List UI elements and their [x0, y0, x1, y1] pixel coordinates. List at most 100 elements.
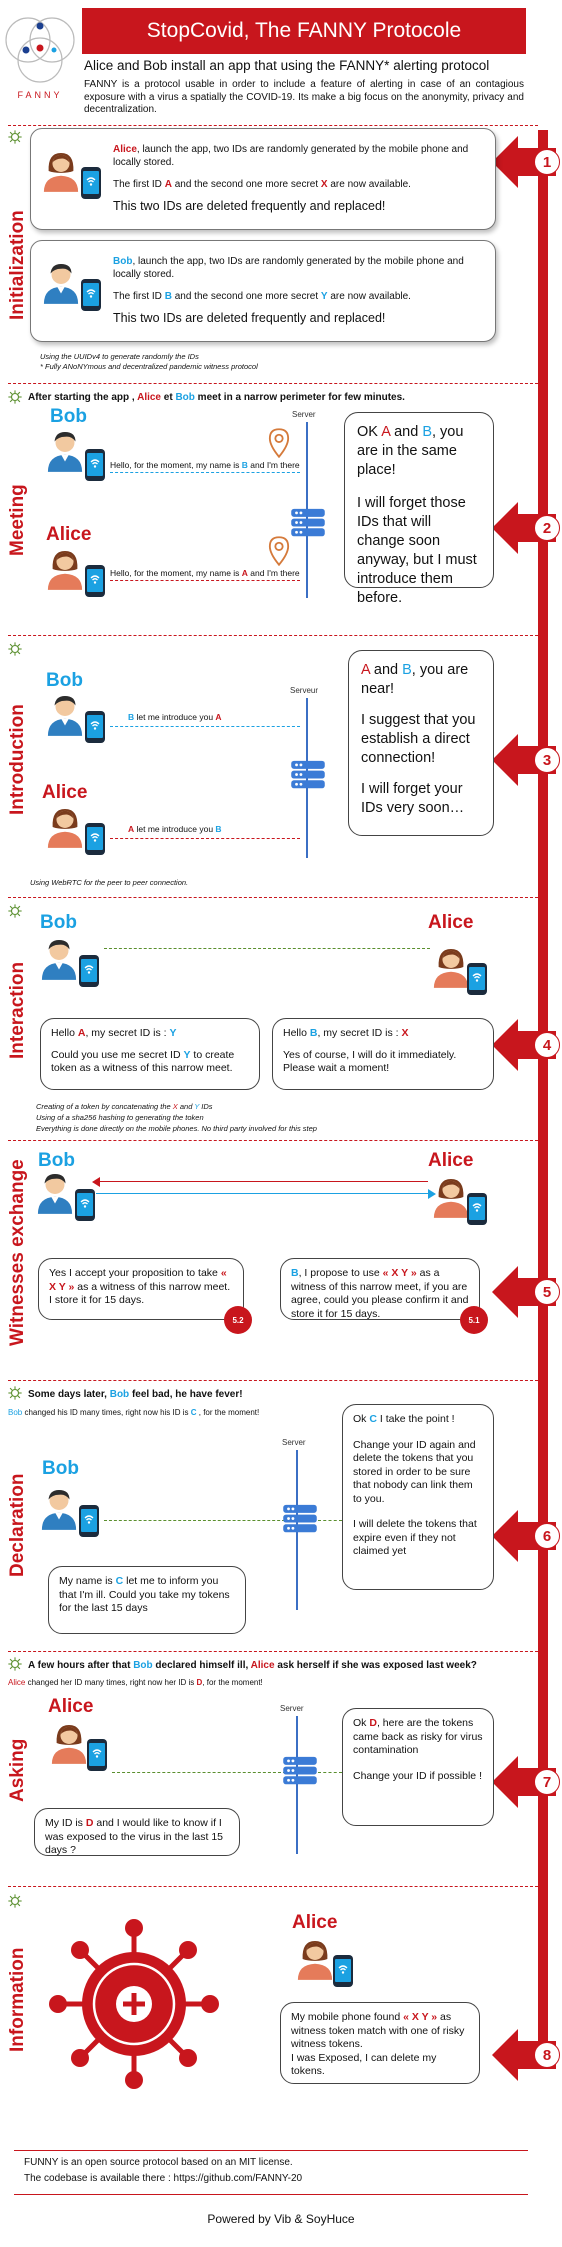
- note-text: and: [177, 1102, 195, 1111]
- license-text: FUNNY is an open source protocol based o…: [24, 2157, 293, 2168]
- init-text: are now available.: [327, 291, 411, 302]
- intro-message-to-bob: B let me introduce you A: [128, 712, 222, 722]
- init-text: and the second one more secret: [171, 179, 321, 190]
- phone-icon: [84, 710, 106, 744]
- phone-icon: [84, 564, 106, 598]
- id-C: C: [369, 1413, 377, 1425]
- alice-name: Alice: [113, 144, 137, 155]
- token-confirm-arrow: [96, 1193, 428, 1194]
- id-Y: Y: [320, 291, 328, 302]
- bob-broadcast-message: Hello, for the moment, my name is B and …: [110, 460, 300, 470]
- intro-message-to-alice: A let me introduce you B: [128, 824, 222, 834]
- alice-avatar: [432, 1176, 470, 1218]
- location-pin-icon: [268, 536, 290, 566]
- id-B: B: [309, 1027, 318, 1039]
- alice-avatar: [46, 548, 84, 590]
- phone-icon: [74, 1188, 96, 1222]
- alice-init-box: Alice, launch the app, two IDs are rando…: [30, 128, 496, 230]
- bubble-text: and: [390, 424, 423, 440]
- id-B: B: [164, 291, 172, 302]
- alice-broadcast-line: [110, 580, 300, 581]
- bob-init-text: , launch the app, two IDs are randomly g…: [113, 256, 464, 280]
- asking-subheading: Alice changed her ID many times, right n…: [8, 1678, 263, 1688]
- sub-text: , for the moment!: [196, 1408, 260, 1417]
- bubble-text: as a witness of this narrow meet, if you…: [291, 1267, 469, 1320]
- token-XY: « X Y »: [382, 1267, 417, 1279]
- bob-name: Bob: [113, 256, 133, 267]
- phone-icon: [466, 962, 488, 996]
- alice-title: Alice: [292, 1912, 338, 1933]
- section-divider: [8, 1380, 538, 1381]
- asking-heading: A few hours after that Bob declared hims…: [28, 1660, 477, 1671]
- id-A: A: [164, 179, 172, 190]
- bubble-text: Ok: [353, 1413, 370, 1425]
- phone-icon: [466, 1192, 488, 1226]
- step-number-6: 6: [534, 1523, 560, 1549]
- id-B: B: [215, 824, 222, 834]
- footnote: Everything is done directly on the mobil…: [36, 1124, 317, 1133]
- token-XY: « X Y »: [403, 2011, 438, 2023]
- codebase-link[interactable]: The codebase is available there : https:…: [24, 2173, 303, 2184]
- section-label-initialization: Initialization: [7, 210, 28, 320]
- phone-icon: [332, 1954, 354, 1988]
- bob-name: Bob: [109, 1389, 130, 1400]
- msg-text: Hello, for the moment, my name is: [110, 568, 242, 578]
- id-A: A: [241, 568, 248, 578]
- section-divider: [8, 1651, 538, 1652]
- bob-broadcast-line: [110, 472, 300, 473]
- alice-name: Alice: [8, 1678, 26, 1687]
- virus-icon: [8, 1657, 22, 1671]
- section-divider: [8, 635, 538, 636]
- heading-text: et: [161, 392, 176, 403]
- id-B: B: [128, 712, 135, 722]
- id-X: X: [172, 1102, 178, 1111]
- bubble-text: Hello: [51, 1027, 78, 1039]
- alice-title: Alice: [42, 782, 88, 803]
- bubble-text: I suggest that you establish a direct co…: [361, 712, 476, 766]
- alice-propose-bubble: B, I propose to use « X Y » as a witness…: [280, 1258, 480, 1320]
- id-D: D: [369, 1717, 377, 1729]
- phone-icon: [86, 1738, 108, 1772]
- section-divider: [8, 1886, 538, 1887]
- id-X: X: [320, 179, 328, 190]
- id-B: B: [291, 1267, 299, 1279]
- step-badge-5-2: 5.2: [224, 1306, 252, 1334]
- virus-icon: [8, 642, 22, 656]
- alice-avatar: [46, 806, 84, 848]
- id-A: A: [381, 424, 391, 440]
- footnote: Creating of a token by concatenating the…: [36, 1102, 213, 1111]
- bob-name: Bob: [175, 392, 195, 403]
- timeline-rail: [538, 130, 548, 2060]
- meeting-heading: After starting the app , Alice et Bob me…: [28, 392, 405, 403]
- bubble-text: let me to inform you that I'm ill. Could…: [59, 1575, 230, 1614]
- section-label-asking: Asking: [7, 1738, 28, 1802]
- bob-avatar: [46, 430, 84, 472]
- footer-divider: [14, 2150, 528, 2151]
- bubble-text: I will forget your IDs very soon…: [361, 781, 465, 816]
- bubble-text: I was Exposed, I can delete my tokens.: [291, 2051, 437, 2078]
- msg-text: let me introduce you: [134, 712, 216, 722]
- p2p-connection-line: [104, 948, 430, 949]
- server-bubble-line: [318, 1772, 342, 1773]
- msg-text: and I'm there: [247, 568, 300, 578]
- bob-name: Bob: [133, 1660, 153, 1671]
- alice-title: Alice: [428, 912, 474, 933]
- declaration-subheading: Bob changed his ID many times, right now…: [8, 1408, 259, 1418]
- bubble-text: Ok: [353, 1717, 370, 1729]
- powered-by: Powered by Vib & SoyHuce: [207, 2212, 355, 2226]
- bob-title: Bob: [42, 1458, 79, 1479]
- alice-title: Alice: [46, 524, 92, 545]
- bob-title: Bob: [50, 406, 87, 427]
- virus-icon: [8, 390, 22, 404]
- alice-name: Alice: [137, 392, 161, 403]
- token-proposal-arrow: [96, 1181, 428, 1182]
- alice-avatar: [50, 1722, 88, 1764]
- bubble-text: I will delete the tokens that expire eve…: [353, 1518, 477, 1557]
- section-divider: [8, 383, 538, 384]
- id-D: D: [85, 1817, 94, 1829]
- alice-avatar: [42, 150, 80, 192]
- id-X: X: [401, 1027, 409, 1039]
- bob-server-line: [104, 1520, 290, 1521]
- bubble-text: to create token as a witness of this nar…: [51, 1048, 235, 1075]
- heading-text: ask herself if she was exposed last week…: [274, 1660, 477, 1671]
